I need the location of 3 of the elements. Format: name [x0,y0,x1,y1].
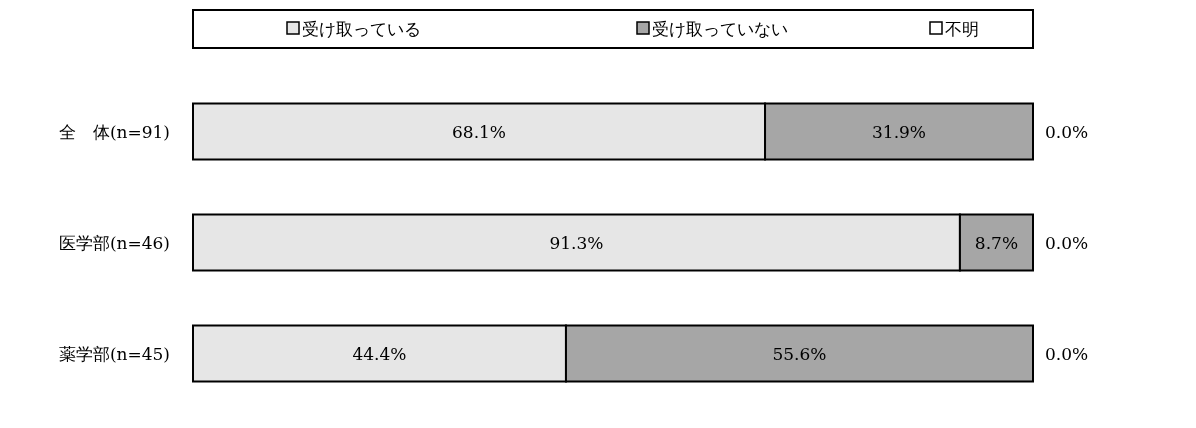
legend-label: 受け取っていない [652,19,788,39]
legend-label: 不明 [945,19,979,39]
legend-label: 受け取っている [302,19,421,39]
